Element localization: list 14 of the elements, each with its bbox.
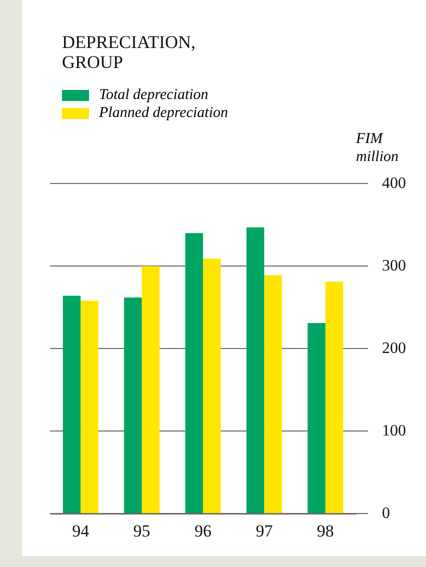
x-tick-label: 96: [194, 521, 212, 540]
y-tick-label: 200: [382, 340, 406, 357]
y-tick-label: 400: [382, 174, 406, 192]
legend-label: Total depreciation: [99, 86, 208, 104]
y-axis-title: FIM million: [356, 130, 400, 166]
y-tick-label: 0: [382, 504, 390, 522]
x-tick-label: 98: [316, 521, 334, 540]
x-tick-label: 97: [256, 521, 274, 540]
y-tick-label: 100: [382, 422, 406, 440]
chart-title: DEPRECIATION, GROUP: [62, 32, 196, 72]
x-tick-label: 95: [133, 521, 150, 540]
legend-label: Planned depreciation: [99, 104, 228, 122]
y-tick-label: 300: [382, 257, 406, 274]
x-tick-label: 94: [72, 521, 90, 540]
